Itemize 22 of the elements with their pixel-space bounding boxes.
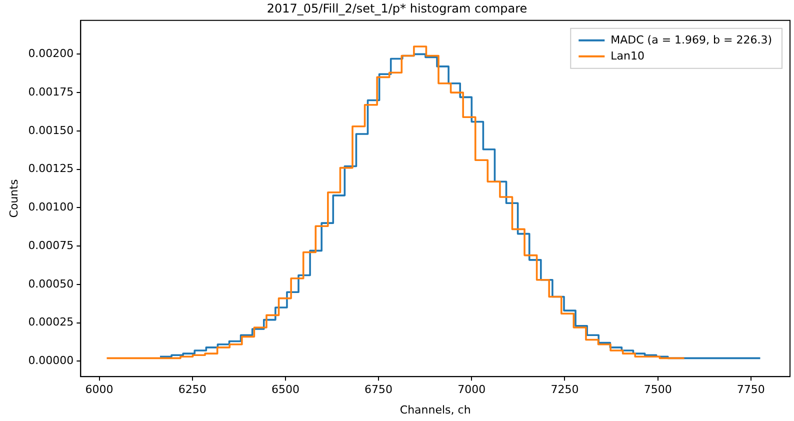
x-tick-label: 6000 xyxy=(85,383,114,396)
legend-label: Lan10 xyxy=(610,49,644,62)
x-tick-label: 6500 xyxy=(271,383,300,396)
x-tick-label: 7750 xyxy=(736,383,765,396)
y-tick-label: 0.00025 xyxy=(28,316,74,329)
y-tick-label: 0.00100 xyxy=(28,200,74,214)
y-tick-label: 0.00050 xyxy=(28,277,74,290)
x-tick-label: 7250 xyxy=(550,383,579,396)
x-tick-label: 6750 xyxy=(364,383,393,396)
y-tick-label: 0.00075 xyxy=(28,238,74,252)
y-axis-title: Counts xyxy=(7,179,20,218)
y-tick-label: 0.00125 xyxy=(28,162,74,176)
chart-title: 2017_05/Fill_2/set_1/p* histogram compare xyxy=(266,1,528,16)
x-tick-label: 7000 xyxy=(458,383,486,396)
x-tick-label: 7500 xyxy=(644,383,672,396)
x-tick-label: 6250 xyxy=(178,383,206,396)
y-tick-label: 0.00200 xyxy=(28,47,74,60)
y-tick-label: 0.00175 xyxy=(28,85,74,98)
legend-label: MADC (a = 1.969, b = 226.3) xyxy=(610,33,772,46)
y-tick-label: 0.00150 xyxy=(28,124,74,137)
x-axis-title: Channels, ch xyxy=(400,403,471,416)
y-tick-label: 0.00000 xyxy=(28,354,74,368)
